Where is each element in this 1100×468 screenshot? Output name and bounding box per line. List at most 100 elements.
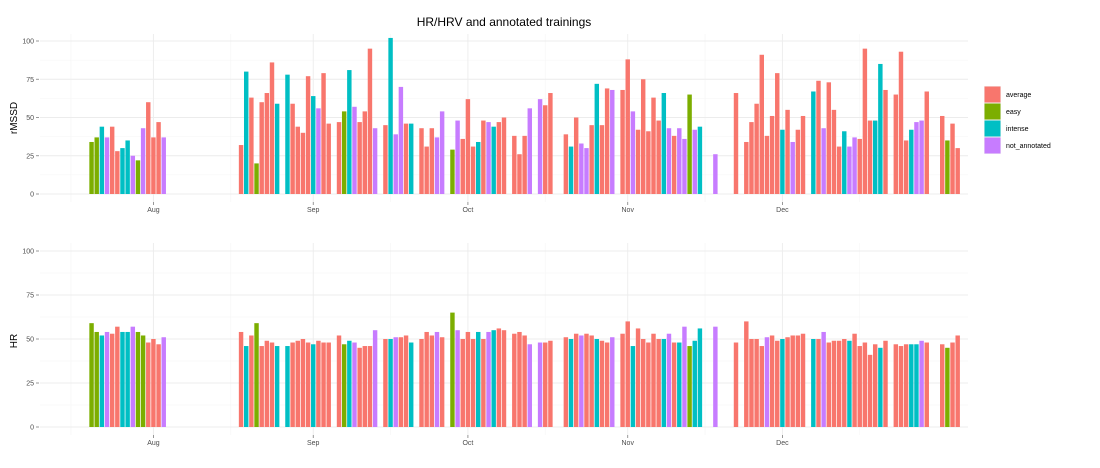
rmssd-bar — [842, 131, 847, 194]
rmssd-bar — [764, 135, 770, 194]
rmssd-bar — [491, 126, 496, 194]
rmssd-bar — [940, 115, 945, 194]
hr-bar — [924, 342, 929, 427]
rmssd-bar — [713, 154, 718, 194]
hr-bar — [826, 342, 832, 427]
rmssd-bar — [295, 126, 300, 194]
hr-bar — [775, 340, 780, 427]
rmssd-bar — [950, 123, 955, 194]
rmssd-bar — [852, 137, 857, 194]
rmssd-bar — [548, 93, 553, 194]
hr-bar — [764, 337, 770, 427]
hr-bar — [573, 333, 579, 427]
hr-bar — [341, 344, 347, 427]
legend-key-easy — [984, 103, 1001, 120]
hr-bar — [439, 337, 445, 427]
rmssd-bar — [630, 111, 636, 194]
y-tick-label: 25 — [26, 153, 34, 160]
hr-bar — [450, 312, 455, 427]
hr-bar — [429, 335, 435, 427]
x-tick-label: Nov — [622, 440, 635, 447]
rmssd-bar — [393, 134, 398, 194]
hr-bar — [434, 331, 440, 427]
rmssd-bar — [367, 48, 373, 195]
hr-bar — [821, 331, 826, 427]
hr-bar — [671, 342, 677, 427]
hr-bar — [955, 335, 960, 427]
hr-bar — [352, 342, 357, 427]
hr-bar — [481, 339, 486, 427]
rmssd-bar — [476, 141, 481, 194]
hr-bar — [620, 333, 625, 427]
rmssd-bar — [398, 86, 404, 194]
rmssd-bar — [656, 120, 661, 194]
hr-bar — [656, 339, 661, 427]
rmssd-bar — [780, 129, 785, 194]
hr-bar — [259, 346, 264, 427]
hr-bar — [135, 331, 141, 427]
hr-bar — [857, 346, 862, 427]
rmssd-bar — [460, 138, 465, 194]
hr-bar — [321, 342, 326, 427]
legend: average easy intense not_annotated — [984, 86, 1051, 154]
hr-bar — [568, 339, 574, 427]
rmssd-bar — [594, 83, 600, 194]
hr-bar — [517, 331, 522, 427]
rmssd-bar — [311, 96, 316, 194]
x-tick-label: Nov — [622, 207, 635, 214]
hr-bar — [357, 347, 362, 427]
rmssd-bar — [527, 108, 532, 194]
hr-bar — [156, 344, 161, 427]
hr-bar — [831, 340, 837, 427]
rmssd-bar — [424, 146, 429, 194]
hr-bar — [146, 342, 151, 427]
hr-bar — [537, 342, 543, 427]
x-tick-label: Aug — [147, 440, 160, 447]
rmssd-bar — [898, 51, 904, 195]
rmssd-bar — [341, 111, 347, 194]
rmssd-bar — [831, 109, 837, 194]
rmssd-bar — [646, 131, 651, 194]
hr-bar — [630, 346, 636, 427]
y-tick-label: 0 — [30, 425, 34, 432]
rmssd-bar — [640, 79, 646, 194]
hr-bar — [249, 335, 254, 427]
rmssd-bar — [573, 117, 579, 194]
hr-bar — [594, 339, 600, 427]
hr-bar — [486, 331, 491, 427]
hr-bar — [548, 340, 553, 427]
rmssd-bar — [125, 140, 130, 194]
hr-bar — [651, 333, 656, 427]
rmssd-bar — [403, 123, 409, 194]
rmssd-bar — [836, 146, 842, 194]
hr-bar — [295, 340, 300, 427]
rmssd-axis-title: rMSSD — [9, 102, 20, 134]
hr-bar — [465, 331, 471, 427]
hr-bar — [847, 340, 852, 427]
hr-bar — [878, 347, 883, 427]
rmssd-bar — [579, 143, 584, 194]
hr-bar — [759, 346, 764, 427]
rmssd-bar — [610, 89, 615, 194]
hr-bar — [491, 330, 496, 427]
hr-bar — [754, 339, 759, 427]
rmssd-bar — [872, 120, 878, 194]
hr-bar — [305, 342, 311, 427]
rmssd-bar — [439, 111, 445, 194]
hr-axes: 0 25 50 75 100 Aug Sep Oct Nov Dec — [22, 249, 789, 448]
rmssd-bar — [285, 74, 290, 194]
hr-bar — [94, 331, 99, 427]
rmssd-bar — [697, 126, 703, 194]
hr-bars — [89, 312, 960, 427]
hr-bar — [836, 340, 842, 427]
hr-bar — [367, 346, 373, 427]
hr-bar — [945, 347, 950, 427]
rmssd-bar — [496, 122, 502, 194]
x-tick-label: Aug — [147, 207, 160, 214]
hr-bar — [326, 342, 331, 427]
hr-bar — [713, 326, 718, 427]
hr-bar — [666, 333, 672, 427]
hr-bar — [682, 326, 687, 427]
rmssd-bar — [816, 80, 821, 194]
rmssd-bar — [249, 97, 254, 194]
